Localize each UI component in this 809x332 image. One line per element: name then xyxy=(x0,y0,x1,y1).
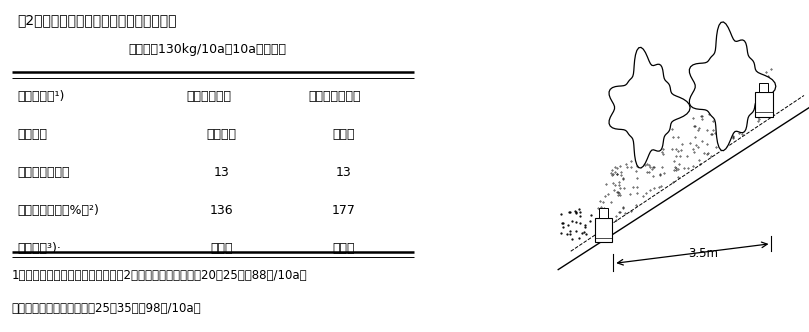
Text: 機械散布: 機械散布 xyxy=(206,128,236,141)
Text: 現地実証圃¹): 現地実証圃¹) xyxy=(18,90,65,103)
Text: 作業道未設置区（傾斜25〜35度、98本/10a）: 作業道未設置区（傾斜25〜35度、98本/10a） xyxy=(11,302,201,315)
Text: 作業時間（分）: 作業時間（分） xyxy=(18,166,70,179)
Bar xyxy=(595,218,612,242)
Text: 表2　搭載型肥料散布装置と手散布の比較: 表2 搭載型肥料散布装置と手散布の比較 xyxy=(18,13,177,27)
Text: 中労働: 中労働 xyxy=(210,242,233,255)
Polygon shape xyxy=(689,22,776,151)
Text: 労働負担³)·: 労働負担³)· xyxy=(18,242,61,255)
Bar xyxy=(599,208,608,218)
Text: 13: 13 xyxy=(214,166,229,179)
Text: 作業道未設置区: 作業道未設置区 xyxy=(309,90,361,103)
Polygon shape xyxy=(609,47,690,168)
Text: 心拍数増加率（%）²): 心拍数増加率（%）²) xyxy=(18,204,100,217)
Bar xyxy=(760,83,769,92)
Text: 作業道設置区: 作業道設置区 xyxy=(186,90,231,103)
Text: 3.5m: 3.5m xyxy=(688,247,718,260)
Text: 1）愛媛県吉田町：作業道設置区（2樹列ごとに設置、傾斜20〜25度、88本/10a）: 1）愛媛県吉田町：作業道設置区（2樹列ごとに設置、傾斜20〜25度、88本/10… xyxy=(11,269,307,282)
Text: 強労働: 強労働 xyxy=(332,242,355,255)
Text: 作業方法: 作業方法 xyxy=(18,128,48,141)
Text: 177: 177 xyxy=(332,204,356,217)
Text: 13: 13 xyxy=(336,166,352,179)
Text: 136: 136 xyxy=(210,204,233,217)
Bar xyxy=(755,92,773,117)
Text: 手散布: 手散布 xyxy=(332,128,355,141)
Text: （散布量130kg/10a、10a当たり）: （散布量130kg/10a、10a当たり） xyxy=(128,43,286,56)
